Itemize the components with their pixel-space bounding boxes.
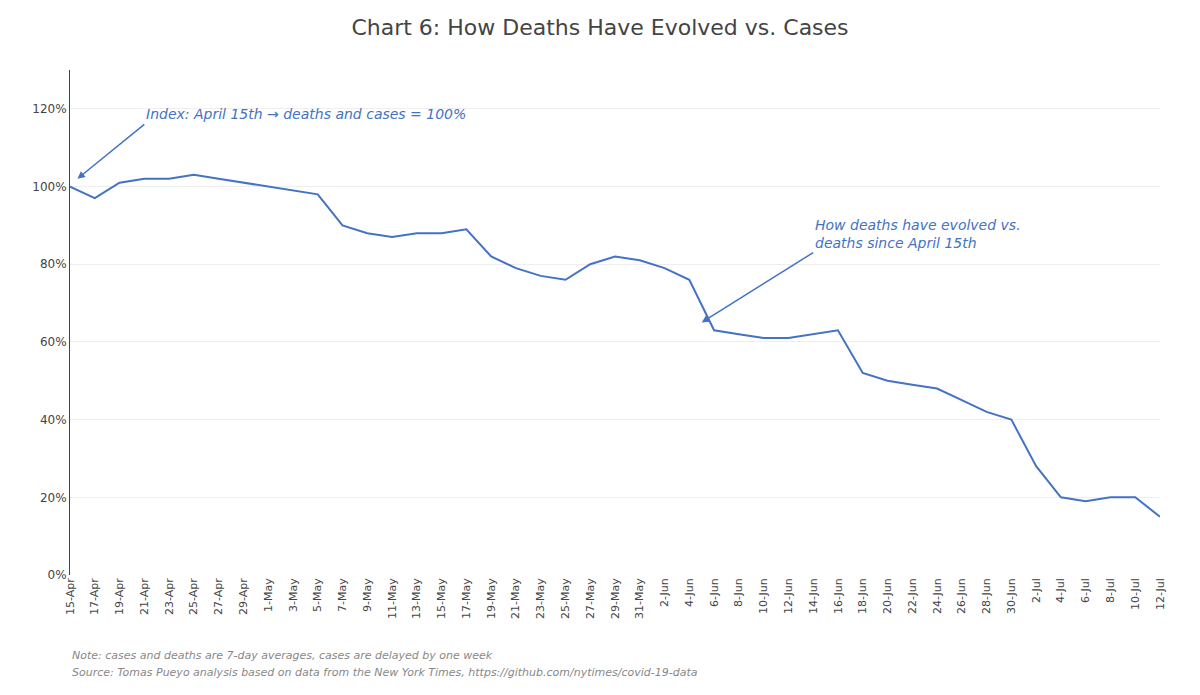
svg-text:100%: 100%	[32, 180, 66, 194]
svg-text:8-Jul: 8-Jul	[1104, 578, 1117, 603]
svg-text:13-May: 13-May	[410, 578, 423, 619]
svg-text:30-Jun: 30-Jun	[1005, 578, 1018, 614]
svg-text:60%: 60%	[40, 335, 67, 349]
svg-text:40%: 40%	[40, 413, 67, 427]
svg-text:4-Jun: 4-Jun	[683, 578, 696, 607]
svg-text:Chart 6: How Deaths Have Evolv: Chart 6: How Deaths Have Evolved vs. Cas…	[351, 15, 848, 40]
svg-text:How deaths have evolved vs.dea: How deaths have evolved vs.deaths since …	[815, 217, 1021, 251]
svg-text:Note: cases and deaths are 7-d: Note: cases and deaths are 7-day average…	[72, 649, 493, 662]
svg-text:31-May: 31-May	[633, 578, 646, 619]
svg-text:4-Jul: 4-Jul	[1054, 578, 1067, 603]
svg-text:2-Jun: 2-Jun	[658, 578, 671, 607]
svg-text:28-Jun: 28-Jun	[980, 578, 993, 614]
svg-text:10-Jun: 10-Jun	[757, 578, 770, 614]
svg-text:12-Jun: 12-Jun	[782, 578, 795, 614]
svg-text:20%: 20%	[40, 491, 67, 505]
svg-text:12-Jul: 12-Jul	[1154, 578, 1167, 610]
svg-text:17-May: 17-May	[460, 578, 473, 619]
svg-text:3-May: 3-May	[287, 578, 300, 612]
svg-text:14-Jun: 14-Jun	[807, 578, 820, 614]
svg-text:15-May: 15-May	[435, 578, 448, 619]
svg-text:11-May: 11-May	[386, 578, 399, 619]
svg-text:6-Jul: 6-Jul	[1079, 578, 1092, 603]
svg-text:1-May: 1-May	[262, 578, 275, 612]
svg-text:6-Jun: 6-Jun	[708, 578, 721, 607]
svg-text:23-May: 23-May	[534, 578, 547, 619]
svg-text:0%: 0%	[48, 568, 67, 582]
svg-text:120%: 120%	[32, 102, 66, 116]
svg-text:80%: 80%	[40, 257, 67, 271]
svg-text:20-Jun: 20-Jun	[881, 578, 894, 614]
svg-text:9-May: 9-May	[361, 578, 374, 612]
svg-text:23-Apr: 23-Apr	[163, 578, 176, 615]
svg-text:7-May: 7-May	[336, 578, 349, 612]
svg-text:15-Apr: 15-Apr	[64, 578, 77, 615]
svg-text:22-Jun: 22-Jun	[906, 578, 919, 614]
svg-text:29-Apr: 29-Apr	[237, 578, 250, 615]
svg-text:21-Apr: 21-Apr	[138, 578, 151, 615]
svg-text:Index: April 15th → deaths and: Index: April 15th → deaths and cases = 1…	[146, 106, 466, 122]
svg-text:25-Apr: 25-Apr	[187, 578, 200, 615]
svg-text:25-May: 25-May	[559, 578, 572, 619]
svg-text:16-Jun: 16-Jun	[832, 578, 845, 614]
svg-text:Source: Tomas Pueyo analysis b: Source: Tomas Pueyo analysis based on da…	[72, 666, 698, 679]
svg-text:2-Jul: 2-Jul	[1030, 578, 1043, 603]
svg-text:8-Jun: 8-Jun	[732, 578, 745, 607]
svg-text:24-Jun: 24-Jun	[931, 578, 944, 614]
svg-text:29-May: 29-May	[609, 578, 622, 619]
svg-text:27-May: 27-May	[584, 578, 597, 619]
svg-text:5-May: 5-May	[311, 578, 324, 612]
svg-text:21-May: 21-May	[509, 578, 522, 619]
svg-text:27-Apr: 27-Apr	[212, 578, 225, 615]
svg-text:19-Apr: 19-Apr	[113, 578, 126, 615]
svg-text:10-Jul: 10-Jul	[1129, 578, 1142, 610]
svg-text:18-Jun: 18-Jun	[856, 578, 869, 614]
svg-text:26-Jun: 26-Jun	[955, 578, 968, 614]
svg-text:17-Apr: 17-Apr	[88, 578, 101, 615]
svg-text:19-May: 19-May	[485, 578, 498, 619]
